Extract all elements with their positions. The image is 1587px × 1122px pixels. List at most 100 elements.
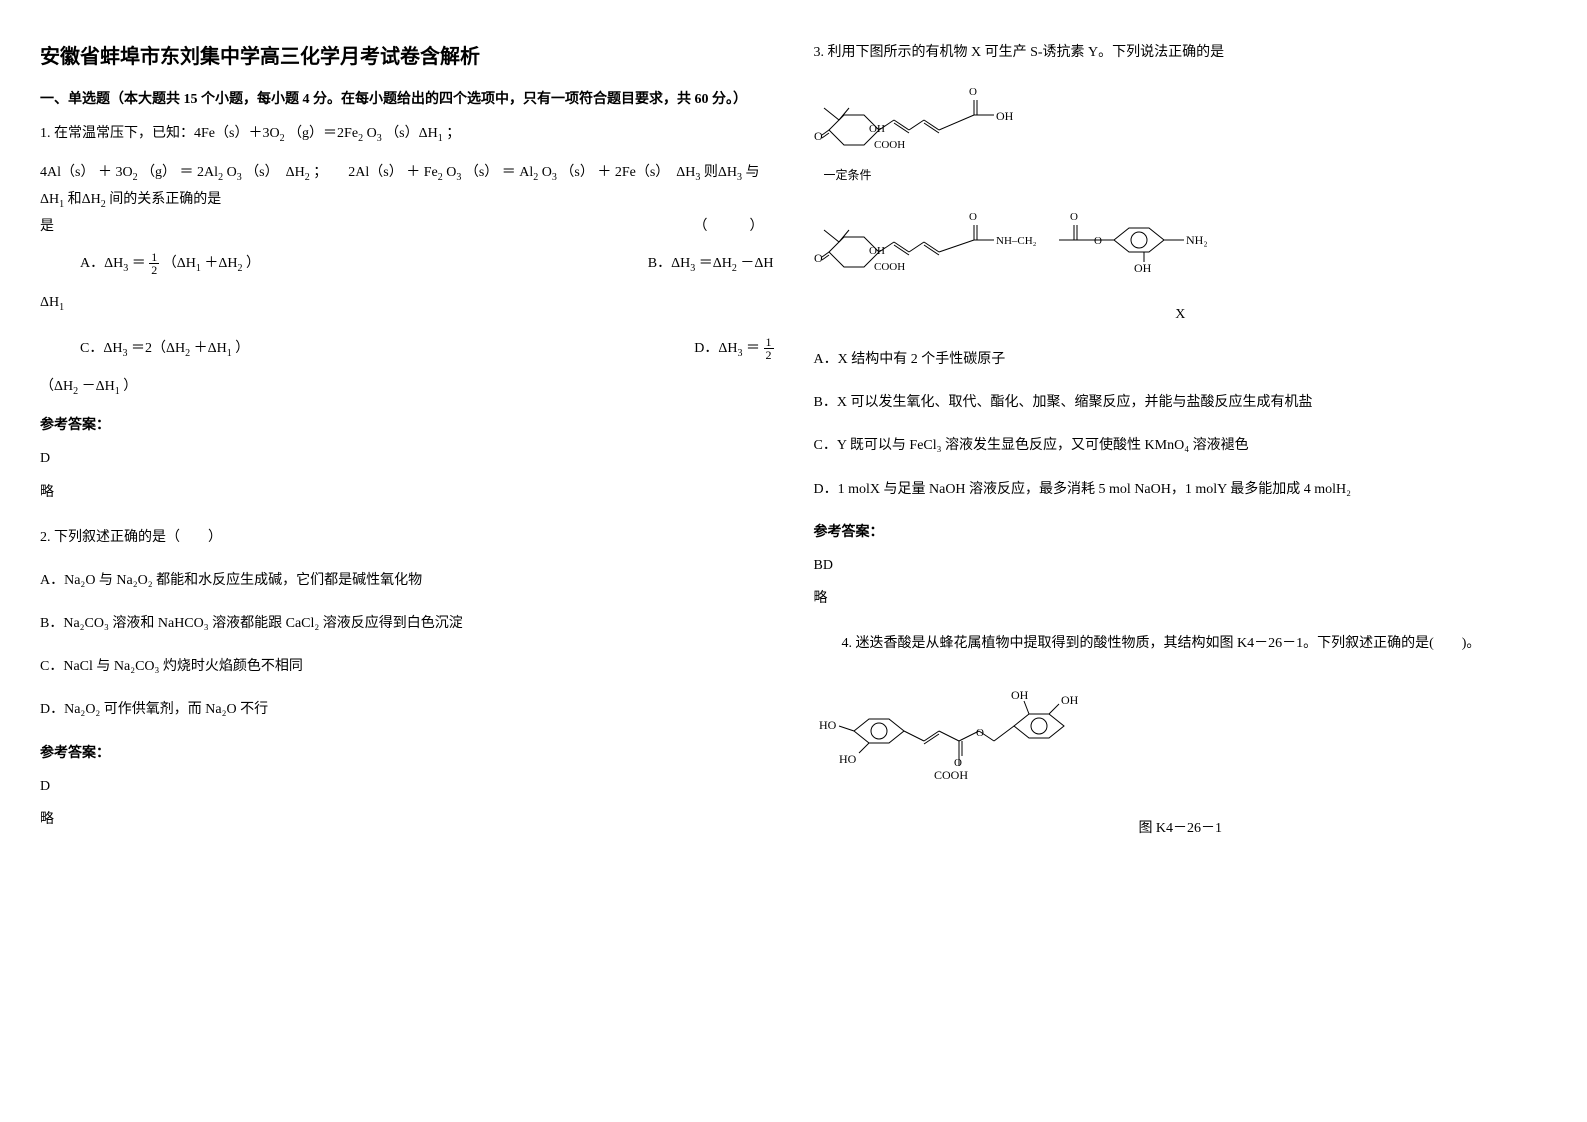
q3-answer: BD (814, 553, 1548, 578)
q1-stem-line1: 1. 在常温常压下，已知：4Fe（s）＋3O2 （g）＝2Fe2 O3 （s）Δ… (40, 121, 774, 148)
answer-label: 参考答案： (814, 520, 1548, 545)
num: 1 (764, 336, 774, 349)
molecule-svg-icon: O OH COOH O NH–CH₂ O O NH₂ OH (814, 202, 1264, 287)
svg-text:O: O (976, 727, 984, 739)
t: B．ΔH (648, 256, 690, 271)
q1-optD-start: D．ΔH3 ＝ 12 (694, 334, 773, 365)
q3-x-label: X (814, 302, 1548, 327)
sub: 2 (133, 172, 138, 183)
svg-text:O: O (969, 211, 977, 223)
svg-text:O: O (1094, 235, 1102, 247)
t: 是 (40, 214, 54, 239)
svg-text:COOH: COOH (874, 261, 905, 273)
q1-brief: 略 (40, 480, 774, 505)
sub: 2 (358, 133, 363, 144)
q1-opt-row-cd: C．ΔH3 ＝2（ΔH2 ＋ΔH1 ） D．ΔH3 ＝ 12 (40, 334, 774, 365)
t: D．ΔH (694, 341, 737, 356)
sub: 2 (101, 199, 106, 210)
t: －ΔH (82, 379, 115, 394)
t: －ΔH (740, 256, 773, 271)
answer-label: 参考答案： (40, 741, 774, 766)
left-column: 安徽省蚌埠市东刘集中学高三化学月考试卷含解析 一、单选题（本大题共 15 个小题… (40, 40, 774, 862)
t: O (227, 165, 237, 180)
t: ＝2（ΔH (131, 341, 185, 356)
q2-optA: A．Na₂O 与 Na₂O₂ 都能和水反应生成碱，它们都是碱性氧化物 (40, 568, 774, 593)
svg-text:OH: OH (869, 123, 885, 135)
t: ； 2Al（s） ＋ Fe (313, 165, 437, 180)
t: ＝ (132, 256, 146, 271)
page-title: 安徽省蚌埠市东刘集中学高三化学月考试卷含解析 (40, 40, 774, 69)
svg-text:O: O (814, 251, 823, 265)
svg-text:HO: HO (839, 752, 857, 766)
sub: 1 (196, 263, 201, 274)
q1-answer: D (40, 446, 774, 471)
molecule-svg-icon: O OH COOH O OH (814, 80, 1074, 150)
q4-fig-label: 图 K4－26－1 (814, 816, 1548, 841)
paren: （ ） (694, 214, 764, 239)
svg-text:HO: HO (819, 718, 837, 732)
t: ） (123, 379, 137, 394)
q1-t2: （g）＝2Fe (288, 126, 358, 141)
q1-optD-cont: （ΔH2 －ΔH1 ） (40, 372, 774, 403)
q4-structure: HO HO OH OH O O COOH (814, 671, 1548, 801)
q2-stem: 2. 下列叙述正确的是（ ） (40, 525, 774, 550)
q3-optD: D．1 molX 与足量 NaOH 溶液反应，最多消耗 5 mol NaOH，1… (814, 477, 1548, 502)
den: 2 (764, 349, 774, 361)
q4-stem: 4. 迷迭香酸是从蜂花属植物中提取得到的酸性物质，其结构如图 K4－26－1。下… (814, 631, 1548, 656)
t: 则ΔH (704, 165, 737, 180)
t: （s） ΔH (245, 165, 305, 180)
q2-optD: D．Na₂O₂ 可作供氧剂，而 Na₂O 不行 (40, 697, 774, 722)
q3-structure-x-top: O OH COOH O OH (814, 80, 1548, 150)
svg-text:O: O (814, 129, 823, 143)
q2-num: 2. (40, 530, 51, 545)
q1-t3: O (367, 126, 377, 141)
right-column: 3. 利用下图所示的有机物 X 可生产 S-诱抗素 Y。下列说法正确的是 (814, 40, 1548, 862)
q2-optB: B．Na₂CO₃ 溶液和 NaHCO₃ 溶液都能跟 CaCl₂ 溶液反应得到白色… (40, 611, 774, 636)
t: ＋ΔH (204, 256, 237, 271)
fraction-icon: 12 (149, 251, 159, 276)
q1-options: A．ΔH3 ＝ 12 （ΔH1 ＋ΔH2 ） B．ΔH3 ＝ΔH2 －ΔH ΔH… (40, 249, 774, 403)
q4-num: 4. (842, 636, 853, 651)
sub: 3 (738, 347, 743, 358)
q1-t1: 在常温常压下，已知：4Fe（s）＋3O (54, 126, 280, 141)
sub: 2 (305, 172, 310, 183)
t: 和ΔH (68, 192, 101, 207)
q4-text: 迷迭香酸是从蜂花属植物中提取得到的酸性物质，其结构如图 K4－26－1。下列叙述… (856, 636, 1481, 651)
q1-t4: （s）ΔH (385, 126, 438, 141)
sub: 3 (122, 347, 127, 358)
q2-optC: C．NaCl 与 Na₂CO₃ 灼烧时火焰颜色不相同 (40, 654, 774, 679)
t: 间的关系正确的是 (109, 192, 221, 207)
svg-text:COOH: COOH (874, 139, 905, 150)
question-3: 3. 利用下图所示的有机物 X 可生产 S-诱抗素 Y。下列说法正确的是 (814, 40, 1548, 611)
q1-optA: A．ΔH3 ＝ 12 （ΔH1 ＋ΔH2 ） (40, 249, 260, 280)
q3-structure-y: O OH COOH O NH–CH₂ O O NH₂ OH (814, 202, 1548, 287)
q1-paren-row: 是 （ ） (40, 214, 774, 239)
sub: 3 (456, 172, 461, 183)
t: O (542, 165, 552, 180)
q1-optB-cont: ΔH1 (40, 288, 774, 319)
q3-num: 3. (814, 45, 825, 60)
sub: 3 (123, 263, 128, 274)
sub: 2 (237, 263, 242, 274)
q3-brief: 略 (814, 586, 1548, 611)
sub: 2 (732, 263, 737, 274)
q2-brief: 略 (40, 807, 774, 832)
section-header: 一、单选题（本大题共 15 个小题，每小题 4 分。在每小题给出的四个选项中，只… (40, 89, 774, 111)
q1-optB-start: B．ΔH3 ＝ΔH2 －ΔH (648, 249, 774, 280)
svg-text:O: O (1070, 211, 1078, 223)
question-2: 2. 下列叙述正确的是（ ） A．Na₂O 与 Na₂O₂ 都能和水反应生成碱，… (40, 525, 774, 833)
svg-text:OH: OH (1061, 693, 1079, 707)
sub: 1 (59, 302, 64, 313)
sub: 3 (695, 172, 700, 183)
t: O (446, 165, 456, 180)
question-4: 4. 迷迭香酸是从蜂花属植物中提取得到的酸性物质，其结构如图 K4－26－1。下… (814, 631, 1548, 841)
svg-text:OH: OH (996, 109, 1014, 123)
q3-optA: A．X 结构中有 2 个手性碳原子 (814, 347, 1548, 372)
q1-num: 1. (40, 126, 51, 141)
sub: 2 (73, 386, 78, 397)
q3-stem: 3. 利用下图所示的有机物 X 可生产 S-诱抗素 Y。下列说法正确的是 (814, 40, 1548, 65)
den: 2 (149, 264, 159, 276)
t: ＝ΔH (699, 256, 732, 271)
sub: 3 (737, 172, 742, 183)
sub: 1 (115, 386, 120, 397)
